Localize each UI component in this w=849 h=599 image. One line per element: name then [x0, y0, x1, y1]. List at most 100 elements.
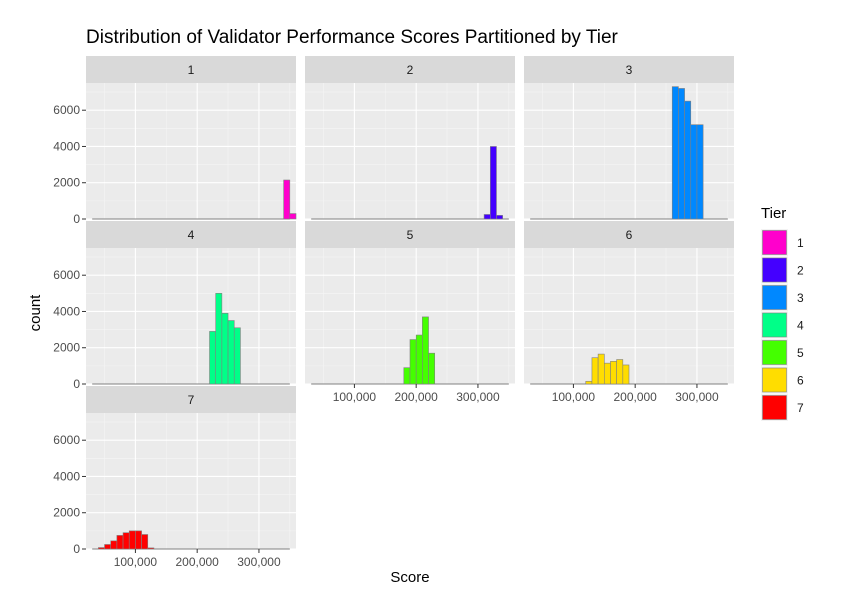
legend-entry-label: 6	[797, 374, 804, 388]
legend-key-swatch	[762, 395, 787, 420]
facet-strip-label: 4	[188, 228, 195, 242]
histogram-bar	[415, 334, 423, 385]
histogram-bar	[141, 534, 149, 550]
histogram-bar	[610, 361, 617, 385]
facet-strip	[305, 56, 515, 83]
x-tick-label: 300,000	[675, 390, 719, 404]
histogram-bar	[591, 357, 599, 385]
legend-key-swatch	[762, 340, 787, 365]
facet-panel-7: 7 0 2000 4000 6000 100,000 200,000 300,000	[53, 386, 296, 569]
histogram-bar	[622, 364, 630, 385]
legend-entry-label: 5	[797, 346, 804, 360]
facet-strip-label: 2	[407, 63, 414, 77]
histogram-bar	[110, 540, 118, 550]
facet-strip	[86, 386, 296, 413]
x-axis-label: Score	[390, 569, 429, 586]
panel-background	[86, 83, 296, 219]
x-tick-label: 100,000	[552, 390, 596, 404]
histogram-bar	[690, 124, 698, 220]
y-tick-label: 0	[73, 212, 80, 226]
histogram-bar	[147, 547, 155, 550]
histogram-bar	[489, 146, 497, 220]
x-tick-label: 100,000	[333, 390, 377, 404]
histogram-bar	[122, 532, 130, 550]
histogram-bar	[227, 320, 235, 385]
legend-key-swatch	[762, 312, 787, 338]
histogram-bar	[233, 327, 241, 385]
histogram-bar	[483, 214, 491, 220]
histogram-bar	[616, 359, 624, 385]
y-tick-label: 6000	[53, 433, 80, 447]
histogram-bar	[104, 544, 112, 550]
histogram-bar	[428, 352, 436, 385]
facet-panels: 1 0 2000 4000 6000 2 3 4 0 2000 4000 6000 5 100,000 20…	[53, 56, 734, 569]
x-tick-label: 300,000	[237, 555, 281, 569]
legend-key-swatch	[762, 257, 787, 283]
chart-title: Distribution of Validator Performance Sc…	[86, 27, 619, 48]
facet-panel-6: 6 100,000 200,000 300,000	[524, 221, 734, 404]
legend-key-swatch	[762, 367, 787, 393]
panel-background	[305, 83, 515, 219]
histogram-bar	[283, 179, 291, 220]
x-tick-label: 200,000	[175, 555, 219, 569]
legend-entry-label: 4	[797, 319, 804, 333]
y-tick-label: 0	[73, 542, 80, 556]
facet-strip	[524, 221, 734, 248]
y-tick-label: 2000	[53, 506, 80, 520]
y-tick-label: 4000	[53, 139, 80, 153]
histogram-bar	[671, 86, 679, 220]
histogram-bar	[597, 353, 605, 385]
legend-entry-label: 7	[797, 401, 804, 415]
histogram-bar	[696, 124, 704, 220]
facet-strip	[524, 56, 734, 83]
y-axis-label: count	[27, 294, 44, 332]
facet-strip-label: 7	[188, 393, 195, 407]
legend-entry-label: 3	[797, 291, 804, 305]
x-tick-label: 200,000	[394, 390, 438, 404]
legend-key-swatch	[762, 230, 787, 255]
histogram-bar	[116, 535, 124, 550]
histogram-bar	[496, 215, 503, 220]
y-tick-label: 6000	[53, 268, 80, 282]
histogram-bar	[135, 530, 142, 550]
facet-panel-3: 3	[524, 56, 734, 220]
histogram-bar	[215, 293, 223, 385]
histogram-bar	[684, 100, 692, 220]
y-tick-label: 2000	[53, 176, 80, 190]
y-tick-label: 4000	[53, 304, 80, 318]
x-tick-label: 100,000	[114, 555, 158, 569]
histogram-bar	[678, 88, 685, 220]
x-tick-label: 300,000	[456, 390, 500, 404]
facet-strip-label: 6	[626, 228, 633, 242]
facet-panel-2: 2	[305, 56, 515, 220]
histogram-bar	[98, 547, 105, 550]
histogram-bar	[422, 316, 429, 385]
y-tick-label: 6000	[53, 103, 80, 117]
panel-background	[86, 413, 296, 549]
facet-strip	[86, 56, 296, 83]
panel-background	[524, 248, 734, 384]
legend-entry-label: 2	[797, 264, 804, 278]
facet-strip-label: 5	[407, 228, 414, 242]
facet-panel-1: 1 0 2000 4000 6000	[53, 56, 297, 226]
histogram-bar	[221, 312, 229, 385]
facet-strip-label: 3	[626, 63, 633, 77]
facet-panel-4: 4 0 2000 4000 6000	[53, 221, 296, 391]
legend: Tier 1 2 3 4 5 6 7	[761, 205, 804, 421]
legend-key-swatch	[762, 285, 787, 310]
histogram-bar	[603, 362, 611, 385]
histogram-bar	[409, 339, 417, 385]
x-tick-label: 200,000	[613, 390, 657, 404]
histogram-bar	[128, 530, 136, 550]
facet-strip	[305, 221, 515, 248]
histogram-bar	[585, 380, 593, 385]
legend-entry-label: 1	[797, 236, 804, 250]
histogram-bar	[403, 367, 411, 385]
facet-strip	[86, 221, 296, 248]
panel-background	[86, 248, 296, 384]
histogram-bar	[289, 213, 297, 220]
facet-strip-label: 1	[188, 63, 195, 77]
legend-title: Tier	[761, 205, 786, 222]
y-tick-label: 0	[73, 377, 80, 391]
